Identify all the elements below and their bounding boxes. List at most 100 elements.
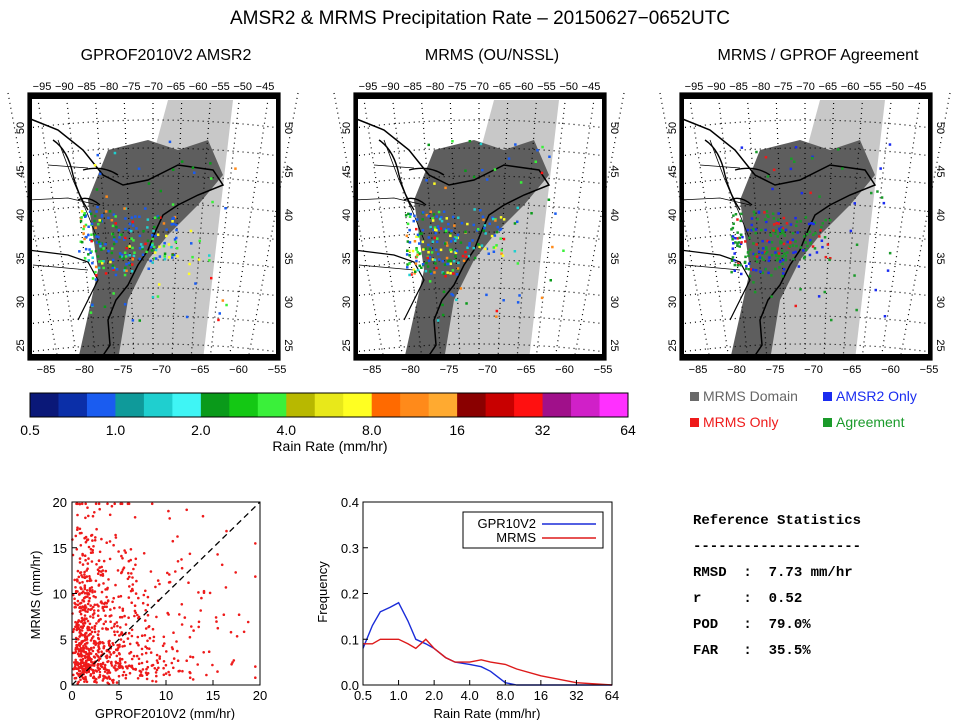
precip-pixel <box>124 266 127 270</box>
scatter-point <box>134 557 138 561</box>
precip-pixel <box>789 223 793 226</box>
scatter-point <box>94 669 97 672</box>
lon-gridline <box>573 92 625 361</box>
bottom-lon-label: −75 <box>114 364 133 376</box>
precip-pixel <box>131 220 134 224</box>
scatter-point <box>162 635 166 639</box>
precip-pixel <box>151 243 154 247</box>
precip-pixel <box>152 245 156 249</box>
precip-pixel <box>478 245 481 249</box>
precip-pixel <box>413 214 416 218</box>
precip-pixel <box>95 235 98 238</box>
scatter-point <box>144 627 148 630</box>
scatter-point <box>96 633 100 637</box>
precip-pixel <box>765 210 769 213</box>
precip-pixel <box>449 234 452 237</box>
precip-pixel <box>799 246 803 249</box>
precip-pixel <box>406 222 410 226</box>
scatter-point <box>101 641 104 644</box>
precip-pixel <box>766 214 769 217</box>
precip-pixel <box>111 258 115 262</box>
precip-pixel <box>804 216 808 219</box>
precip-pixel <box>146 218 150 221</box>
bottom-lon-label: −65 <box>191 364 210 376</box>
scatter-point <box>78 502 82 506</box>
precip-pixel <box>444 275 447 278</box>
scatter-point <box>76 652 80 656</box>
precip-pixel <box>137 167 141 170</box>
precip-pixel <box>450 248 453 252</box>
scatter-point <box>216 553 219 556</box>
precip-pixel <box>128 245 131 248</box>
scatter-point <box>191 678 195 681</box>
colorbar-segment <box>314 393 344 417</box>
precip-pixel <box>174 240 178 244</box>
precip-pixel <box>455 273 459 276</box>
precip-pixel <box>408 273 411 277</box>
scatter-point <box>126 637 130 640</box>
lat-label-right: 35 <box>934 252 946 264</box>
scatter-point <box>101 607 105 610</box>
precip-pixel <box>408 249 411 253</box>
scatter-point <box>185 659 188 662</box>
scatter-point <box>134 592 138 595</box>
scatter-point <box>86 663 90 666</box>
scatter-point <box>87 626 90 630</box>
precip-pixel <box>405 253 409 256</box>
precip-pixel <box>784 228 788 232</box>
precip-pixel <box>151 295 155 299</box>
scatter-point <box>122 670 126 674</box>
scatter-point <box>188 676 192 679</box>
precip-pixel <box>490 234 494 238</box>
lat-gridline <box>679 119 933 129</box>
scatter-point <box>102 609 106 612</box>
scatter-point <box>130 601 133 604</box>
scatter-point <box>110 662 113 665</box>
scatter-point <box>110 614 113 617</box>
scatter-point <box>82 677 85 680</box>
panel-title-agreement: MRMS / GPROF Agreement <box>717 47 919 64</box>
precip-pixel <box>443 263 447 266</box>
precip-pixel <box>738 236 741 240</box>
precip-pixel <box>753 257 756 260</box>
scatter-point <box>99 617 102 621</box>
precip-pixel <box>468 242 471 245</box>
precip-pixel <box>472 175 476 179</box>
scatter-point <box>76 513 79 517</box>
precip-pixel <box>752 268 755 271</box>
precip-pixel <box>761 239 764 243</box>
scatter-point <box>80 616 84 620</box>
colorbar: 0.5 1.0 2.0 4.0 8.0 16 32 64 Rain Rate (mm/hr) <box>20 392 636 454</box>
lat-gridline <box>679 203 933 213</box>
lat-label-left: 25 <box>667 339 679 351</box>
precip-pixel <box>824 218 827 222</box>
precip-pixel <box>163 252 167 255</box>
lat-label-right: 25 <box>608 339 620 351</box>
precip-pixel <box>211 200 214 204</box>
scatter-point <box>103 670 107 673</box>
scatter-point <box>114 533 117 537</box>
precip-pixel <box>748 274 752 278</box>
top-lon-label: −95 <box>359 81 378 93</box>
scatter-point <box>121 609 125 612</box>
precip-pixel <box>733 269 736 272</box>
scatter-point <box>106 586 109 590</box>
precip-pixel <box>855 308 858 312</box>
precip-pixel <box>408 262 411 265</box>
scatter-point <box>124 551 127 554</box>
scatter-point <box>117 595 120 598</box>
scatter-point <box>113 630 116 633</box>
precip-pixel <box>502 299 505 302</box>
precip-pixel <box>225 303 228 307</box>
scatter-point <box>132 567 135 571</box>
precip-pixel <box>755 255 759 258</box>
scatter-point <box>84 677 87 681</box>
scatter-point <box>114 536 118 539</box>
precip-pixel <box>765 247 768 251</box>
scatter-point <box>140 634 144 637</box>
precip-pixel <box>766 175 770 178</box>
scatter-point <box>74 620 77 624</box>
precip-pixel <box>775 254 778 257</box>
lat-gridline <box>27 315 281 325</box>
scatter-point <box>144 609 147 612</box>
